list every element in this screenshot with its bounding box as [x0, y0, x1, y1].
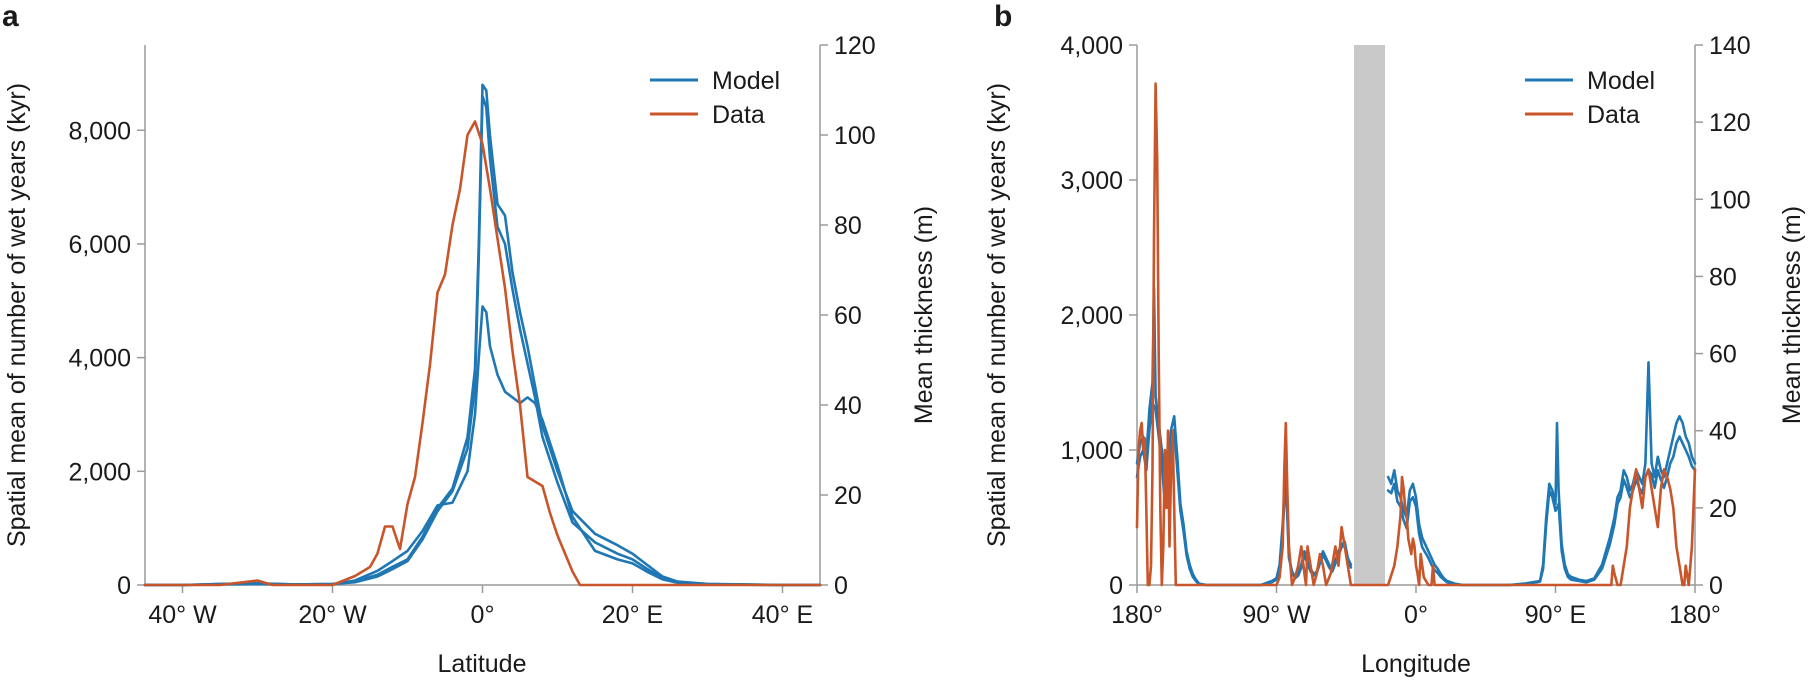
panel-a-y-left-tick-label: 0	[117, 572, 131, 600]
panel-a-x-tick-label: 40° E	[752, 601, 813, 629]
panel-b-legend-label-model: Model	[1587, 67, 1655, 95]
panel-a: a Latitude Spatial mean of number of wet…	[2, 0, 938, 678]
panel-a-y-right-tick-label: 0	[834, 572, 848, 600]
panel-a-x-tick-label: 20° E	[602, 601, 663, 629]
panel-b-series-data-line-4	[1135, 82, 1697, 587]
panel-a-legend-label-model: Model	[712, 67, 780, 95]
panel-b-y-right-tick-label: 120	[1709, 109, 1751, 137]
panel-b-shaded-region	[1354, 45, 1385, 585]
panel-b-legend-label-data: Data	[1587, 101, 1640, 129]
panel-a-y-axis-title-right: Mean thickness (m)	[910, 206, 938, 424]
panel-a-y-right-tick-label: 40	[834, 392, 862, 420]
panel-a-y-left-tick-label: 2,000	[68, 458, 131, 486]
panel-a-x-tick-label: 20° W	[298, 601, 367, 629]
panel-b-y-right-tick-label: 100	[1709, 186, 1751, 214]
panel-b-x-tick-label: 90° W	[1242, 601, 1311, 629]
panel-b-x-tick-label: 180°	[1111, 601, 1163, 629]
panel-b-y-axis-title-left: Spatial mean of number of wet years (kyr…	[983, 83, 1011, 547]
panel-a-y-left-tick-label: 8,000	[68, 117, 131, 145]
panel-b-y-left-tick-label: 2,000	[1060, 302, 1123, 330]
panel-b-x-tick-label: 180°	[1669, 601, 1721, 629]
panel-a-y-left-tick-label: 6,000	[68, 231, 131, 259]
panel-b-y-left-tick-label: 1,000	[1060, 437, 1123, 465]
panel-b-y-right-tick-label: 80	[1709, 263, 1737, 291]
panel-b-y-right-tick-label: 40	[1709, 418, 1737, 446]
panel-b-y-right-tick-label: 20	[1709, 495, 1737, 523]
panel-a-x-axis-title: Latitude	[438, 650, 527, 678]
panel-a-y-right-tick-label: 20	[834, 482, 862, 510]
panel-a-legend-label-data: Data	[712, 101, 765, 129]
panel-a-y-left-tick-label: 4,000	[68, 345, 131, 373]
panel-b-y-right-tick-label: 60	[1709, 341, 1737, 369]
panel-b-series-model-line-3	[1386, 435, 1697, 587]
panel-a-series-model-line-0	[143, 83, 822, 587]
panel-b-x-axis-title: Longitude	[1361, 650, 1471, 678]
panel-a-x-tick-label: 0°	[471, 601, 495, 629]
panel-b-x-tick-label: 90° E	[1525, 601, 1586, 629]
panel-b-y-left-tick-label: 4,000	[1060, 32, 1123, 60]
panel-a-y-right-tick-label: 80	[834, 212, 862, 240]
panel-a-y-right-tick-label: 120	[834, 32, 876, 60]
panel-a-series-model-line-2	[143, 305, 822, 587]
panel-a-y-right-tick-label: 100	[834, 122, 876, 150]
panel-a-series-data-line-3	[143, 120, 822, 587]
panel-b-y-left-tick-label: 3,000	[1060, 167, 1123, 195]
panel-a-y-axis-title-left: Spatial mean of number of wet years (kyr…	[3, 83, 31, 547]
panel-a-y-right-tick-label: 60	[834, 302, 862, 330]
panel-b-y-axis-title-right: Mean thickness (m)	[1778, 206, 1806, 424]
panel-b-y-right-tick-label: 0	[1709, 572, 1723, 600]
panel-b-y-right-tick-label: 140	[1709, 32, 1751, 60]
panel-b: b Longitude Spatial mean of number of we…	[983, 0, 1806, 678]
panel-b-y-left-tick-label: 0	[1109, 572, 1123, 600]
panel-a-series-model-line-1	[143, 94, 822, 587]
panel-b-label: b	[994, 0, 1012, 33]
panel-b-x-tick-label: 0°	[1404, 601, 1428, 629]
panel-a-x-tick-label: 40° W	[148, 601, 217, 629]
panel-a-label: a	[2, 0, 19, 33]
